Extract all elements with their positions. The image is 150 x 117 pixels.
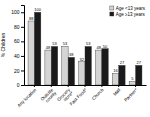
bar: [45, 50, 51, 85]
axis-line: [25, 85, 147, 86]
data-label: 53: [52, 41, 57, 46]
bar-series: [28, 21, 136, 85]
tick-label-line: Church: [91, 87, 105, 101]
tick-mark: [51, 85, 52, 87]
data-label: 38: [69, 52, 74, 57]
legend: Age <13 yearsAge ≥13 years: [110, 6, 146, 17]
tick-mark: [21, 27, 24, 28]
tick-label: 100: [11, 9, 20, 15]
data-label: 48: [96, 45, 101, 50]
y-axis: 0 20 40 60 80 100: [11, 6, 24, 89]
tick-label-line: Fast Food*: [69, 87, 88, 106]
bar: [85, 46, 91, 85]
y-tick: 40: [14, 53, 24, 59]
tick-mark: [135, 85, 136, 87]
tick-mark: [21, 70, 24, 71]
tick-label: 60: [14, 38, 20, 44]
tick-mark: [21, 85, 24, 86]
x-axis: Any locationOutsidecountyGrocerystore*Fa…: [16, 85, 146, 108]
tick-mark: [101, 85, 102, 87]
tick-label-line: Partner*: [123, 87, 138, 102]
data-label: 53: [63, 41, 68, 46]
tick-mark: [34, 85, 35, 87]
y-tick: 20: [14, 68, 24, 74]
bar: [129, 81, 135, 85]
data-labels: 8848533248165100533853502727: [29, 7, 142, 81]
bar: [79, 62, 85, 85]
data-label: 100: [34, 7, 41, 12]
tick-label: Any location: [16, 87, 37, 108]
tick-label: 20: [14, 68, 20, 74]
x-tick: Mall: [112, 85, 121, 97]
y-tick: 80: [14, 24, 24, 30]
tick-mark: [118, 85, 119, 87]
data-label: 32: [80, 57, 85, 62]
x-tick: Outsidecounty: [40, 85, 58, 105]
bar-series: [34, 12, 142, 85]
x-tick: Any location: [16, 85, 37, 108]
x-tick: Church: [91, 85, 105, 101]
data-label: 53: [86, 41, 91, 46]
tick-label: Church: [91, 87, 105, 101]
bar: [102, 49, 108, 85]
y-tick: 100: [11, 9, 24, 15]
tick-label-line: Mall: [112, 87, 121, 96]
bar: [119, 65, 125, 85]
tick-label: Fast Food*: [69, 87, 88, 106]
plot-area: 0 20 40 60 80 100 Any locationOutsidecountyGro…: [11, 6, 146, 109]
chart-svg: 0 20 40 60 80 100 Any locationOutsidecountyGro…: [0, 0, 150, 117]
bar: [34, 12, 40, 85]
data-label: 48: [46, 45, 51, 50]
legend-swatch: [110, 12, 114, 16]
tick-label-line: Any location: [16, 87, 37, 108]
tick-label: Partner*: [123, 87, 138, 102]
chart-container: 0 20 40 60 80 100 Any locationOutsidecountyGro…: [0, 0, 150, 117]
bars: [28, 12, 142, 85]
tick-mark: [85, 85, 86, 87]
bar: [51, 46, 57, 85]
x-tick: Fast Food*: [69, 85, 88, 106]
bar: [136, 65, 142, 85]
tick-label: Mall: [112, 87, 121, 96]
legend-swatch: [110, 6, 114, 10]
tick-mark: [21, 56, 24, 57]
tick-label: Outsidecounty: [40, 87, 58, 105]
tick-mark: [68, 85, 69, 87]
tick-label: 40: [14, 53, 20, 59]
bar: [112, 73, 118, 85]
data-label: 27: [137, 60, 142, 65]
data-label: 50: [103, 44, 108, 49]
tick-label: 80: [14, 24, 20, 30]
data-label: 88: [29, 16, 34, 21]
tick-mark: [21, 41, 24, 42]
bar: [68, 57, 74, 85]
tick-label-line: county: [44, 90, 57, 103]
legend-entry: Age <13 years: [110, 6, 146, 11]
legend-label: Age ≥13 years: [116, 12, 146, 17]
tick-label: 0: [17, 82, 20, 88]
y-axis-label: % Children: [0, 33, 6, 58]
tick-mark: [21, 12, 24, 13]
legend-entry: Age ≥13 years: [110, 12, 146, 17]
y-tick: 0: [17, 82, 24, 88]
bar: [62, 46, 68, 85]
y-tick: 60: [14, 38, 24, 44]
x-tick: Partner*: [123, 85, 138, 102]
data-label: 5: [131, 76, 134, 81]
data-label: 27: [120, 60, 125, 65]
bar: [28, 21, 34, 85]
data-label: 16: [113, 68, 118, 73]
bar: [95, 50, 101, 85]
axis-line: [21, 6, 25, 86]
legend-label: Age <13 years: [116, 6, 146, 11]
